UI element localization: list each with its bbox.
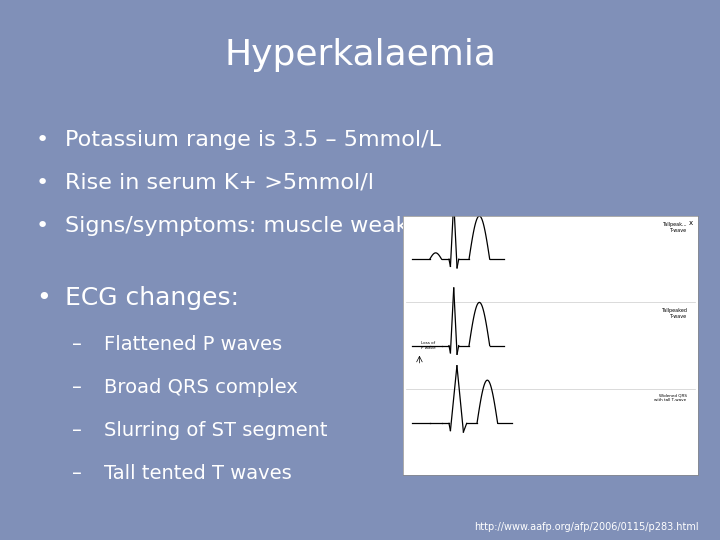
Text: Loss of
P wave: Loss of P wave xyxy=(421,341,436,350)
Text: Broad QRS complex: Broad QRS complex xyxy=(104,378,298,397)
Text: Tallpeaked
T-wave: Tallpeaked T-wave xyxy=(660,308,687,319)
Text: Flattened P waves: Flattened P waves xyxy=(104,335,282,354)
Text: –: – xyxy=(72,335,82,354)
Text: •: • xyxy=(36,216,49,236)
Text: Hyperkalaemia: Hyperkalaemia xyxy=(224,38,496,72)
Text: ECG changes:: ECG changes: xyxy=(65,286,239,310)
Text: –: – xyxy=(72,421,82,440)
Text: Potassium range is 3.5 – 5mmol/L: Potassium range is 3.5 – 5mmol/L xyxy=(65,130,441,150)
Text: Widened QRS
with tall T-wave: Widened QRS with tall T-wave xyxy=(654,393,687,402)
Text: –: – xyxy=(72,464,82,483)
Text: http://www.aafp.org/afp/2006/0115/p283.html: http://www.aafp.org/afp/2006/0115/p283.h… xyxy=(474,522,698,532)
Text: •: • xyxy=(36,286,50,310)
Text: Rise in serum K+ >5mmol/l: Rise in serum K+ >5mmol/l xyxy=(65,173,374,193)
Text: •: • xyxy=(36,130,49,150)
Text: Tall tented T waves: Tall tented T waves xyxy=(104,464,292,483)
Text: –: – xyxy=(72,378,82,397)
Text: •: • xyxy=(36,173,49,193)
Text: Signs/symptoms: muscle weakness: Signs/symptoms: muscle weakness xyxy=(65,216,459,236)
Text: Tallpeak...
T-wave: Tallpeak... T-wave xyxy=(662,222,687,233)
Text: x: x xyxy=(688,220,693,226)
Text: Slurring of ST segment: Slurring of ST segment xyxy=(104,421,328,440)
